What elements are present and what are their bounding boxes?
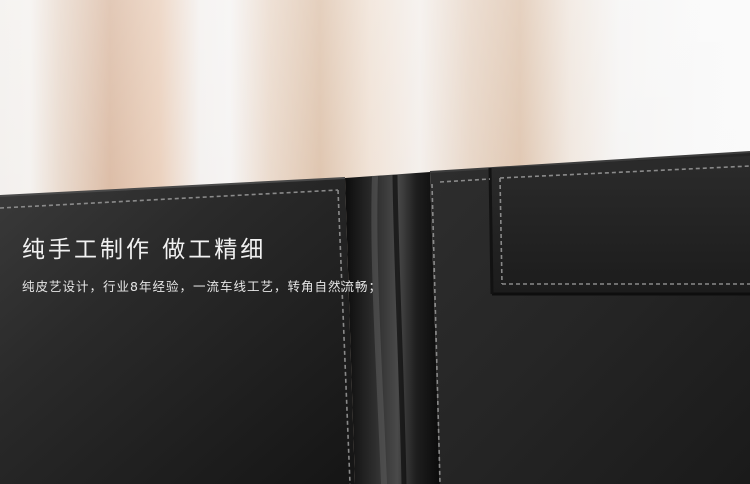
spine xyxy=(345,172,440,484)
left-cover xyxy=(0,178,355,484)
stitching xyxy=(0,165,750,484)
pocket-flap xyxy=(490,156,750,294)
subline: 纯皮艺设计，行业8年经验，一流车线工艺，转角自然流畅； xyxy=(22,279,382,294)
headline: 纯手工制作 做工精细 xyxy=(22,237,267,263)
